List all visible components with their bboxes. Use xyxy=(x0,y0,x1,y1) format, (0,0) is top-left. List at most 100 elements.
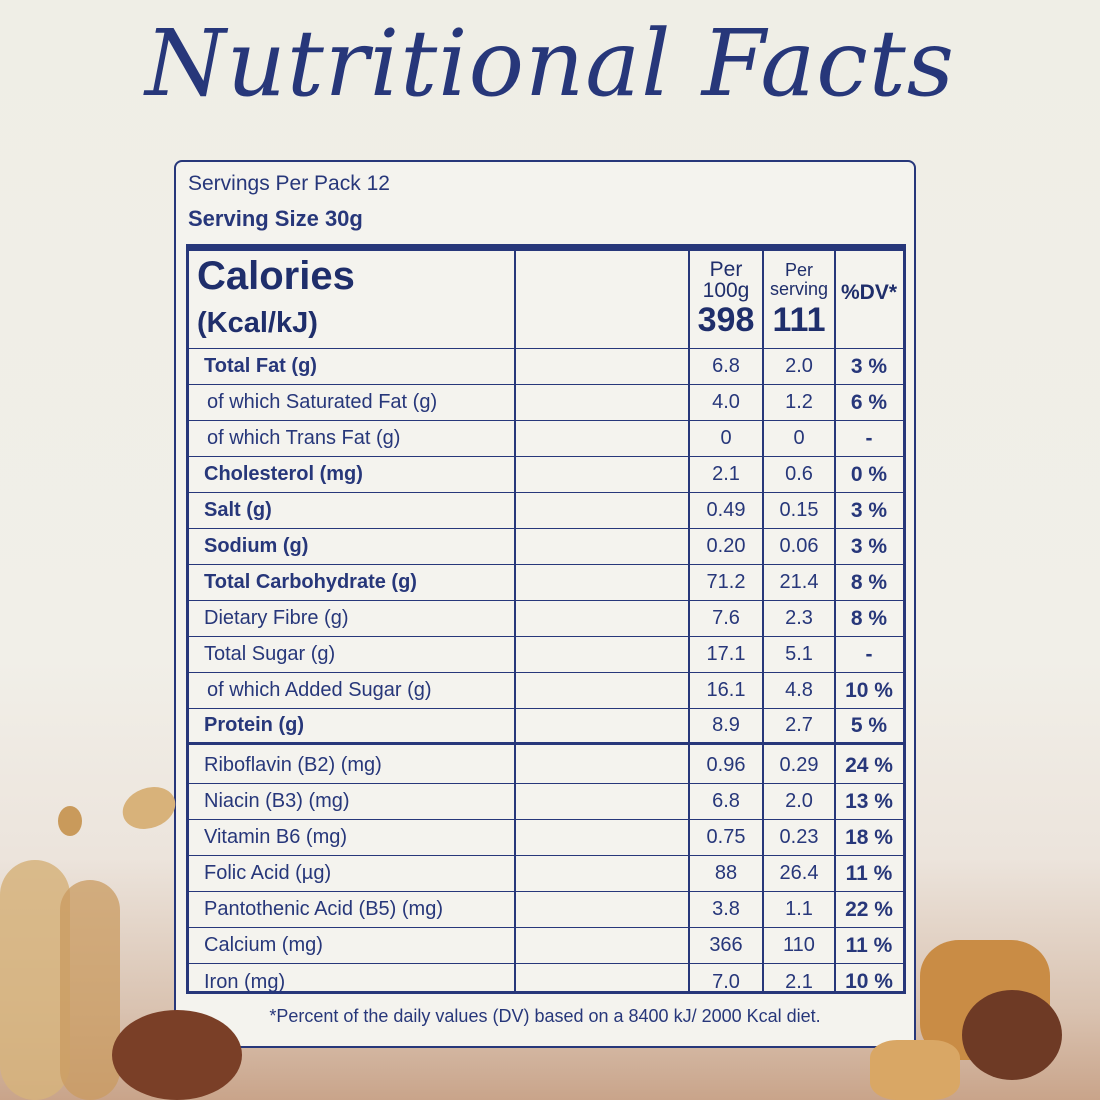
nutrient-name: Total Fat (g) xyxy=(204,355,317,377)
daily-value-percent: 13 % xyxy=(845,789,893,813)
nutrient-name: Total Carbohydrate (g) xyxy=(204,571,417,593)
daily-value-percent: 11 % xyxy=(845,861,893,885)
daily-value-percent: 3 % xyxy=(850,354,888,378)
value-per-100g: 0.96 xyxy=(706,754,746,776)
value-per-serving: 1.1 xyxy=(785,898,813,920)
value-per-100g: 6.8 xyxy=(712,790,740,812)
daily-value-percent: 0 % xyxy=(850,462,888,486)
value-per-100g: 17.1 xyxy=(706,643,746,665)
cereal-piece-decoration xyxy=(870,1040,960,1100)
table-row: Folic Acid (µg) 88 26.4 11 % xyxy=(189,856,903,892)
daily-value-percent: 24 % xyxy=(845,753,893,777)
daily-value-percent: 3 % xyxy=(850,534,888,558)
value-per-serving: 0.15 xyxy=(779,499,819,521)
nutrient-name: Vitamin B6 (mg) xyxy=(204,826,348,848)
daily-value-percent: 22 % xyxy=(845,897,893,921)
nutrient-name: Pantothenic Acid (B5) (mg) xyxy=(204,898,443,920)
value-per-serving: 1.2 xyxy=(785,391,813,413)
daily-value-percent: - xyxy=(865,426,873,450)
table-row: Cholesterol (mg) 2.1 0.6 0 % xyxy=(189,457,903,493)
value-per-serving: 2.1 xyxy=(785,970,813,993)
value-per-100g: 2.1 xyxy=(712,463,740,485)
value-per-100g: 88 xyxy=(714,862,738,884)
value-per-100g: 7.6 xyxy=(712,607,740,629)
value-per-100g: 7.0 xyxy=(712,970,740,993)
cereal-piece-decoration xyxy=(112,1010,242,1100)
page-title: Nutritional Facts xyxy=(145,10,955,117)
daily-value-percent: 8 % xyxy=(850,570,888,594)
daily-value-percent: 3 % xyxy=(850,498,888,522)
wheat-stalk-decoration xyxy=(0,860,70,1100)
value-per-serving: 0.6 xyxy=(785,463,813,485)
nutrient-name: Salt (g) xyxy=(204,499,272,521)
header-row: Calories (Kcal/kJ) Per 100g Per serving … xyxy=(189,251,903,349)
value-per-serving: 110 xyxy=(783,934,815,956)
table-row: of which Trans Fat (g) 0 0 - xyxy=(189,421,903,457)
value-per-serving: 2.0 xyxy=(785,355,813,377)
column-divider xyxy=(514,251,516,991)
nutrient-name: Niacin (B3) (mg) xyxy=(204,790,350,812)
daily-value-percent: 10 % xyxy=(845,678,893,702)
value-per-100g: 0 xyxy=(720,427,732,449)
value-per-100g: 0.20 xyxy=(706,535,746,557)
nutrient-name: Riboflavin (B2) (mg) xyxy=(204,754,382,776)
table-row: Vitamin B6 (mg) 0.75 0.23 18 % xyxy=(189,820,903,856)
column-divider xyxy=(834,251,836,991)
value-per-serving: 0 xyxy=(793,427,805,449)
per-100g-line2: 100g xyxy=(702,279,750,302)
value-per-serving: 26.4 xyxy=(779,862,819,884)
table-row: Sodium (g) 0.20 0.06 3 % xyxy=(189,529,903,565)
footnote: *Percent of the daily values (DV) based … xyxy=(269,1006,821,1026)
value-per-100g: 366 xyxy=(709,934,743,956)
per-serving-line1: Per xyxy=(784,260,813,280)
value-per-serving: 21.4 xyxy=(779,571,819,593)
daily-value-percent: 18 % xyxy=(845,825,893,849)
value-per-100g: 4.0 xyxy=(712,391,740,413)
nutrient-name: Protein (g) xyxy=(204,714,304,736)
kcal-per-100g: 398 xyxy=(697,301,755,339)
nutrient-name: Folic Acid (µg) xyxy=(204,862,332,884)
column-divider xyxy=(762,251,764,991)
daily-value-percent: 10 % xyxy=(845,970,893,993)
nutrient-name: of which Saturated Fat (g) xyxy=(207,391,438,413)
nutrient-name: Dietary Fibre (g) xyxy=(204,607,349,629)
nutrient-name: of which Added Sugar (g) xyxy=(207,679,432,701)
table-row: Iron (mg) 7.0 2.1 10 % xyxy=(189,964,903,1000)
nutrient-name: Total Sugar (g) xyxy=(204,643,336,665)
value-per-100g: 0.49 xyxy=(706,499,746,521)
table-row: Salt (g) 0.49 0.15 3 % xyxy=(189,493,903,529)
kcal-per-serving: 111 xyxy=(772,301,826,339)
dv-header: %DV* xyxy=(840,281,898,304)
table-row: Riboflavin (B2) (mg) 0.96 0.29 24 % xyxy=(189,748,903,784)
value-per-100g: 0.75 xyxy=(706,826,746,848)
value-per-serving: 0.06 xyxy=(779,535,819,557)
daily-value-percent: 11 % xyxy=(845,933,893,957)
per-100g-header: Per 100g xyxy=(689,259,763,301)
table-row: Calcium (mg) 366 110 11 % xyxy=(189,928,903,964)
table-row: Dietary Fibre (g) 7.6 2.3 8 % xyxy=(189,601,903,637)
daily-value-percent: 8 % xyxy=(850,606,888,630)
nutrient-name: Cholesterol (mg) xyxy=(204,463,363,485)
per-100g-line1: Per xyxy=(709,258,743,281)
oat-flake-decoration xyxy=(58,806,82,836)
nutrient-name: Sodium (g) xyxy=(204,535,309,557)
nutrient-name: of which Trans Fat (g) xyxy=(207,427,401,449)
value-per-100g: 6.8 xyxy=(712,355,740,377)
servings-per-pack: Servings Per Pack 12 xyxy=(188,172,390,195)
value-per-serving: 0.23 xyxy=(779,826,819,848)
per-serving-header: Per serving xyxy=(763,261,835,299)
table-row: Total Sugar (g) 17.1 5.1 - xyxy=(189,637,903,673)
table-row: of which Added Sugar (g) 16.1 4.8 10 % xyxy=(189,673,903,709)
serving-size: Serving Size 30g xyxy=(188,206,363,231)
value-per-100g: 16.1 xyxy=(706,679,746,701)
calories-label: Calories xyxy=(197,254,355,298)
value-per-serving: 2.7 xyxy=(785,714,813,736)
nutrition-panel: Servings Per Pack 12 Serving Size 30g Ca… xyxy=(174,160,916,1048)
calories-unit: (Kcal/kJ) xyxy=(197,307,318,339)
wheat-stalk-decoration xyxy=(60,880,120,1100)
value-per-serving: 2.0 xyxy=(785,790,813,812)
daily-value-percent: 5 % xyxy=(850,713,888,737)
column-divider xyxy=(688,251,690,991)
table-row: Total Fat (g) 6.8 2.0 3 % xyxy=(189,349,903,385)
nutrient-name: Calcium (mg) xyxy=(204,934,323,956)
